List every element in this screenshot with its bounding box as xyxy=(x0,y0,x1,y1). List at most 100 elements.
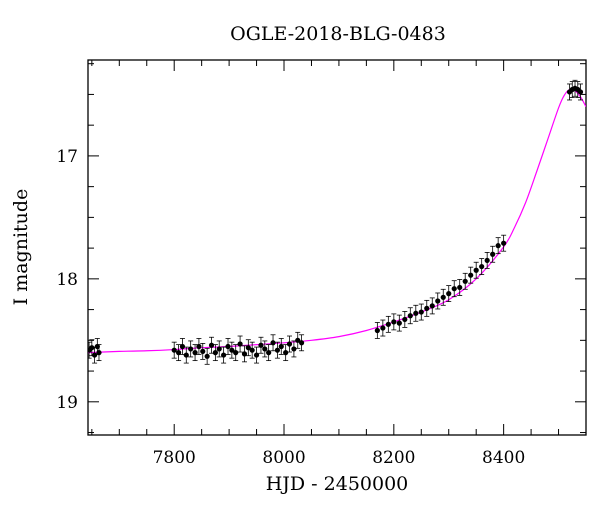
point-marker xyxy=(407,313,413,319)
point-marker xyxy=(490,251,496,257)
point-marker xyxy=(484,257,490,264)
data-point xyxy=(208,336,215,354)
model-curve-layer xyxy=(88,88,586,354)
point-marker xyxy=(278,343,284,350)
point-marker xyxy=(295,337,301,343)
point-marker xyxy=(413,310,419,316)
point-marker xyxy=(204,353,210,359)
data-point xyxy=(473,261,479,279)
point-marker xyxy=(221,352,227,358)
data-point xyxy=(249,341,255,359)
point-marker xyxy=(175,350,182,356)
point-marker xyxy=(380,325,386,331)
data-point xyxy=(490,245,496,263)
data-point xyxy=(446,285,452,303)
data-point xyxy=(479,258,485,275)
point-marker xyxy=(266,350,272,356)
x-tick-label: 8200 xyxy=(372,448,415,468)
point-marker xyxy=(245,345,251,351)
plot-frame xyxy=(87,59,587,436)
point-marker xyxy=(91,352,98,358)
point-marker xyxy=(212,350,218,356)
point-marker xyxy=(396,320,402,326)
data-point xyxy=(204,347,210,365)
point-marker xyxy=(253,352,260,358)
data-point xyxy=(435,292,441,310)
data-point xyxy=(258,336,264,354)
point-marker xyxy=(171,347,177,353)
point-marker xyxy=(183,352,189,358)
data-point xyxy=(262,340,268,358)
data-point xyxy=(380,319,386,337)
point-marker xyxy=(237,341,243,347)
data-point xyxy=(385,315,391,333)
point-marker xyxy=(479,263,485,270)
data-point xyxy=(171,341,177,359)
data-point xyxy=(241,345,248,363)
data-point xyxy=(462,272,468,290)
data-point xyxy=(418,303,424,321)
point-marker xyxy=(188,346,194,352)
data-point xyxy=(237,335,243,353)
data-point xyxy=(225,338,231,355)
point-marker xyxy=(274,347,281,353)
point-marker xyxy=(451,286,457,292)
point-marker xyxy=(457,284,463,291)
data-point xyxy=(501,234,507,252)
data-point xyxy=(278,338,284,355)
point-marker xyxy=(473,267,479,273)
y-tick-label: 17 xyxy=(56,147,78,167)
point-marker xyxy=(577,89,584,95)
point-marker xyxy=(208,342,215,348)
x-tick-label: 7800 xyxy=(153,448,196,468)
point-marker xyxy=(196,343,202,350)
point-marker xyxy=(262,346,268,352)
point-marker xyxy=(96,350,102,356)
data-point xyxy=(200,342,206,360)
data-point xyxy=(468,266,474,284)
y-tick-label: 19 xyxy=(56,393,78,413)
point-marker xyxy=(225,343,231,350)
data-point xyxy=(569,81,575,98)
point-marker xyxy=(233,350,239,356)
point-marker xyxy=(435,298,441,304)
point-marker xyxy=(402,316,408,323)
data-point xyxy=(291,340,297,358)
point-marker xyxy=(446,291,452,297)
data-point xyxy=(413,304,419,322)
data-point xyxy=(298,334,305,352)
data-point xyxy=(175,344,182,362)
data-point xyxy=(407,307,413,325)
chart-title: OGLE-2018-BLG-0483 xyxy=(230,23,446,45)
x-axis-label: HJD - 2450000 xyxy=(266,473,409,495)
data-point xyxy=(274,341,281,359)
point-marker xyxy=(89,345,95,351)
point-marker xyxy=(216,346,222,352)
point-marker xyxy=(298,340,305,346)
data-point xyxy=(183,346,189,364)
point-marker xyxy=(270,340,276,346)
data-point xyxy=(216,340,222,358)
point-marker xyxy=(429,303,435,309)
point-marker xyxy=(462,278,468,284)
data-point xyxy=(396,314,402,332)
data-point xyxy=(221,346,227,364)
point-marker xyxy=(440,294,446,300)
data-point xyxy=(286,335,293,353)
point-marker xyxy=(374,327,380,334)
point-marker xyxy=(424,305,430,311)
data-point xyxy=(266,344,272,362)
data-points-layer xyxy=(88,79,584,365)
y-axis-label: I magnitude xyxy=(10,189,32,306)
data-point xyxy=(451,280,457,298)
point-marker xyxy=(179,343,186,350)
data-point xyxy=(96,344,102,362)
point-marker xyxy=(283,350,289,356)
point-marker xyxy=(229,347,235,353)
data-point xyxy=(179,338,186,355)
data-point xyxy=(577,83,584,101)
data-point xyxy=(440,288,446,306)
data-point xyxy=(424,299,430,317)
y-tick-label: 18 xyxy=(56,270,78,290)
